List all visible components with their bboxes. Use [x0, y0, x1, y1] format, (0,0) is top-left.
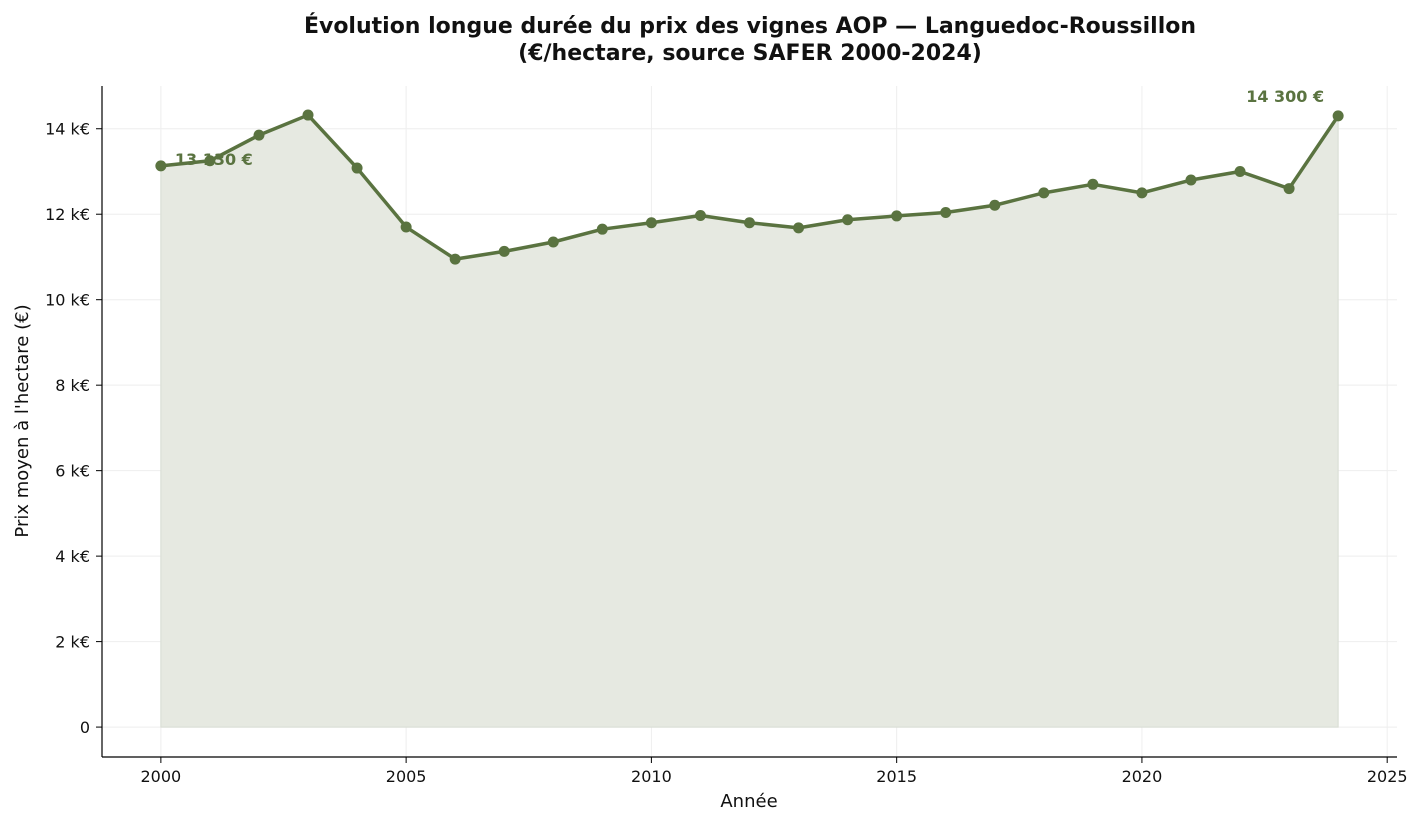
value-annotation: 14 300 € [1246, 87, 1324, 106]
data-point [351, 162, 363, 174]
y-axis-label: Prix moyen à l'hectare (€) [12, 304, 33, 537]
x-tick-label: 2025 [1367, 767, 1408, 786]
data-point [940, 207, 952, 219]
y-tick-label: 14 k€ [45, 120, 90, 139]
y-tick-label: 12 k€ [45, 205, 90, 224]
value-annotation: 13 130 € [175, 150, 253, 169]
data-point [645, 217, 657, 229]
x-tick-label: 2010 [631, 767, 672, 786]
data-point [989, 199, 1001, 211]
data-point [449, 253, 461, 265]
area-fill-layer [160, 114, 1339, 728]
y-tick-label: 2 k€ [55, 633, 90, 652]
data-point [1332, 110, 1344, 122]
data-point [400, 221, 412, 233]
tick-labels: 2000 2005 2010 2015 2020 2025 0 2 k€ 4 k€ 6 k€ 8 k… [45, 120, 1407, 786]
data-point [744, 217, 755, 229]
data-point [1038, 187, 1050, 199]
data-point [498, 245, 510, 257]
x-tick-label: 2020 [1122, 767, 1163, 786]
data-point [155, 160, 167, 172]
y-tick-label: 10 k€ [45, 291, 90, 310]
data-point [596, 223, 608, 235]
annotations: 13 130 € 14 300 € [175, 87, 1324, 169]
data-points [155, 109, 1344, 265]
data-point [1087, 178, 1099, 190]
y-tick-label: 6 k€ [55, 462, 90, 481]
data-point [253, 129, 265, 141]
x-tick-label: 2005 [386, 767, 427, 786]
axes [96, 86, 1397, 763]
data-point [1283, 183, 1295, 195]
y-tick-label: 0 [80, 718, 90, 737]
data-point [547, 236, 559, 248]
chart-title: Évolution longue durée du prix des vigne… [304, 13, 1196, 39]
y-tick-label: 4 k€ [55, 547, 90, 566]
data-point [204, 155, 216, 167]
x-tick-label: 2015 [876, 767, 917, 786]
data-point [842, 214, 854, 226]
data-point [793, 222, 805, 234]
area-fill [160, 114, 1339, 728]
x-tick-label: 2000 [141, 767, 182, 786]
data-point [302, 109, 314, 121]
data-point [891, 210, 903, 222]
y-tick-label: 8 k€ [55, 376, 90, 395]
x-axis-label: Année [720, 791, 777, 812]
data-point [1185, 174, 1197, 186]
data-point [1234, 165, 1246, 177]
data-point [694, 209, 706, 221]
chart-subtitle: (€/hectare, source SAFER 2000-2024) [518, 41, 982, 66]
data-point [1136, 187, 1148, 199]
